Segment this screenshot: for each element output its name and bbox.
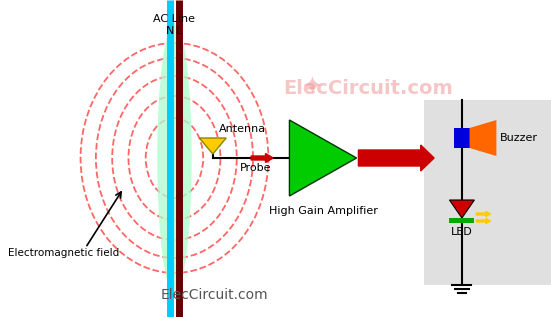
Polygon shape <box>289 120 356 196</box>
Text: Buzzer: Buzzer <box>500 133 538 143</box>
Text: ✦: ✦ <box>302 76 323 100</box>
Text: ElecCircuit.com: ElecCircuit.com <box>283 79 453 98</box>
Bar <box>424 100 551 285</box>
Text: L: L <box>176 26 182 36</box>
Text: High Gain Amplifier: High Gain Amplifier <box>268 206 377 216</box>
Text: Probe: Probe <box>240 163 272 173</box>
Ellipse shape <box>157 23 192 293</box>
Polygon shape <box>450 200 474 218</box>
Bar <box>454 128 469 148</box>
Text: N: N <box>165 26 174 36</box>
FancyArrow shape <box>476 211 490 217</box>
Polygon shape <box>199 138 226 154</box>
FancyArrow shape <box>358 145 434 171</box>
Text: Electromagnetic field: Electromagnetic field <box>8 248 119 258</box>
FancyArrow shape <box>251 153 273 163</box>
Text: AC Line: AC Line <box>154 14 196 24</box>
Text: ElecCircuit.com: ElecCircuit.com <box>161 288 268 302</box>
FancyArrow shape <box>476 218 490 223</box>
Polygon shape <box>469 120 496 156</box>
Text: LED: LED <box>451 227 473 237</box>
Text: Antenna: Antenna <box>219 124 266 134</box>
Bar <box>450 218 474 223</box>
